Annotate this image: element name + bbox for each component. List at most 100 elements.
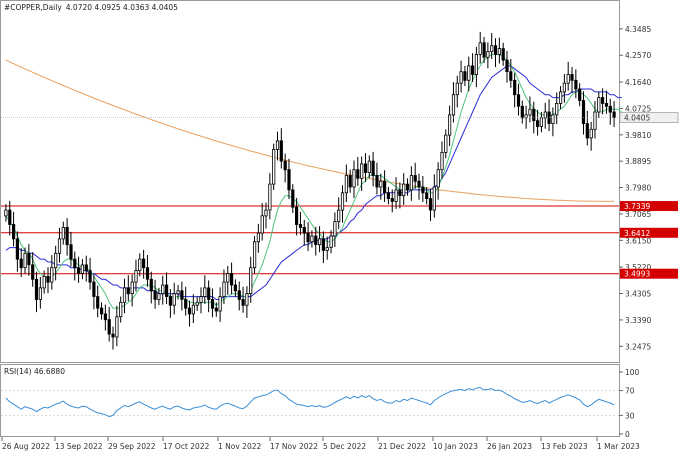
candle-body xyxy=(8,209,12,225)
candle-body xyxy=(279,140,283,162)
candle-body xyxy=(455,82,459,96)
candle-body xyxy=(100,307,104,315)
x-tick-label: 1 Mar 2023 xyxy=(597,442,640,451)
x-tick-label: 13 Sep 2022 xyxy=(55,442,103,451)
horizontal-levels xyxy=(1,205,619,275)
candle-body xyxy=(314,235,318,246)
candle-body xyxy=(69,244,73,260)
candle-body xyxy=(436,169,440,188)
candle-body xyxy=(283,160,287,171)
candle-body xyxy=(524,114,528,119)
candle-body xyxy=(578,88,582,101)
candle-body xyxy=(360,163,364,179)
candle-body xyxy=(161,284,165,295)
candle-body xyxy=(593,111,597,130)
ma-long-path xyxy=(5,59,615,202)
candle-body xyxy=(585,123,589,139)
price-tick-label: 3.5220 xyxy=(625,263,651,272)
candle-body xyxy=(237,290,241,300)
candle-body xyxy=(115,316,119,338)
candle-body xyxy=(15,238,20,260)
candle-body xyxy=(141,258,146,269)
candle-body xyxy=(249,267,253,295)
candle-body xyxy=(207,287,211,300)
candle-body xyxy=(405,183,410,191)
price-tick-label: 3.2475 xyxy=(625,342,651,351)
candle-body xyxy=(19,258,23,269)
candle-body xyxy=(130,281,134,295)
candle-body xyxy=(509,71,513,81)
candle-body xyxy=(474,54,479,76)
candle-body xyxy=(256,232,261,243)
candle-body xyxy=(363,163,368,173)
candle-body xyxy=(490,45,494,52)
candle-body xyxy=(153,290,157,300)
rsi-path xyxy=(5,386,615,418)
candle-body xyxy=(612,111,616,118)
rsi-panel xyxy=(0,364,620,437)
candle-body xyxy=(210,299,215,309)
candle-body xyxy=(352,169,356,188)
candle-body xyxy=(539,117,544,127)
candle-body xyxy=(23,252,27,269)
candle-body xyxy=(597,97,601,113)
candle-body xyxy=(382,180,387,194)
candle-body xyxy=(57,238,62,254)
candle-body xyxy=(317,238,322,246)
rsi-tick-label: 100 xyxy=(625,368,640,377)
candle-body xyxy=(478,42,482,55)
price-axis: 4.3485 4.2570 4.1640 4.0725 3.9810 3.8895 3.79… xyxy=(619,25,651,351)
candle-body xyxy=(241,299,245,306)
price-tick-label: 4.1640 xyxy=(625,78,651,87)
candle-body xyxy=(367,160,371,174)
candle-body xyxy=(497,48,502,55)
candle-body xyxy=(325,247,329,251)
candle-body xyxy=(428,198,433,211)
candle-body xyxy=(275,140,280,150)
candle-body xyxy=(520,105,524,119)
x-tick-label: 13 Feb 2023 xyxy=(541,442,588,451)
ma-fast-line xyxy=(5,53,622,309)
candle-body xyxy=(272,149,276,185)
candle-body xyxy=(157,293,161,300)
candle-body xyxy=(218,296,222,312)
x-tick-label: 5 Dec 2022 xyxy=(323,442,366,451)
x-tick-label: 10 Jan 2023 xyxy=(433,442,478,451)
candle-body xyxy=(467,65,471,81)
candle-body xyxy=(27,252,31,266)
candle-body xyxy=(608,105,612,113)
candle-body xyxy=(310,235,314,243)
candle-body xyxy=(195,301,199,306)
price-tick-label: 3.3390 xyxy=(625,316,651,325)
candle-body xyxy=(199,296,203,303)
candle-body xyxy=(229,273,234,286)
chart-title: #COPPER,Daily 4.0720 4.0925 4.0363 4.0405 xyxy=(4,3,178,12)
last-price-label: 4.0405 xyxy=(624,114,650,123)
candle-body xyxy=(54,252,58,269)
ma-slow-path xyxy=(5,65,622,300)
candle-body xyxy=(65,226,69,246)
candle-body xyxy=(80,264,84,274)
candle-body xyxy=(375,175,379,188)
candle-body xyxy=(302,226,306,234)
candle-body xyxy=(306,232,310,243)
candle-body xyxy=(191,304,195,315)
x-tick-label: 26 Jan 2023 xyxy=(487,442,532,451)
candle-body xyxy=(184,299,188,309)
candle-body xyxy=(34,278,39,300)
price-tick-label: 3.4305 xyxy=(625,290,651,299)
candle-body xyxy=(398,189,402,197)
rsi-tick-label: 30 xyxy=(625,411,635,420)
candle-body xyxy=(417,180,421,188)
candle-body xyxy=(264,209,268,217)
x-tick-label: 21 Dec 2022 xyxy=(378,442,426,451)
rsi-axis: 100 70 30 0 xyxy=(619,368,640,439)
price-tick-label: 4.2570 xyxy=(625,51,651,60)
candle-body xyxy=(291,189,295,208)
ma-fast-path xyxy=(5,53,622,309)
candle-body xyxy=(119,301,123,318)
price-tick-label: 3.7980 xyxy=(625,184,651,193)
candle-body xyxy=(107,319,111,335)
candle-body xyxy=(493,45,498,55)
